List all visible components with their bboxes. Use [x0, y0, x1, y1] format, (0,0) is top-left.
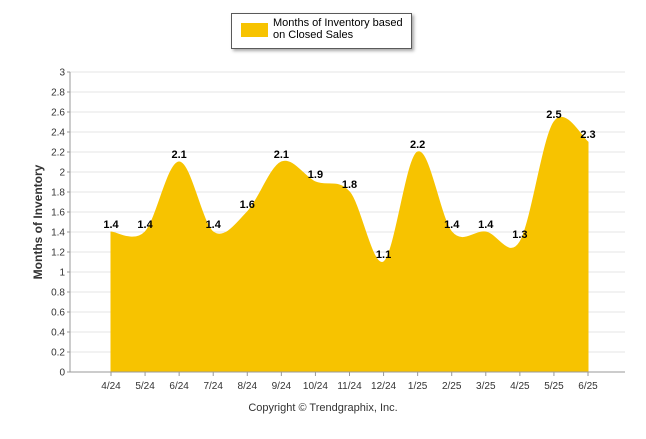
x-tick-label: 5/25	[544, 381, 564, 392]
data-label: 1.3	[512, 229, 527, 241]
axes	[67, 71, 625, 376]
x-tick-label: 6/24	[169, 381, 189, 392]
x-tick-label: 10/24	[303, 381, 328, 392]
data-label: 1.4	[478, 219, 494, 231]
data-label: 1.4	[103, 219, 119, 231]
x-tick-label: 7/24	[203, 381, 223, 392]
y-tick-label: 3	[59, 68, 65, 79]
x-tick-label: 12/24	[371, 381, 396, 392]
x-tick-label: 11/24	[337, 381, 362, 392]
y-tick-label: 0.4	[51, 328, 65, 339]
x-tick-label: 3/25	[476, 381, 496, 392]
data-label: 1.9	[308, 169, 323, 181]
y-tick-label: 1.2	[51, 248, 65, 259]
data-label: 1.6	[240, 199, 255, 211]
y-tick-labels: 0 0.2 0.4 0.6 0.8 1 1.2 1.4 1.6 1.8 2 2.2 2.4 2.6 2.8 3	[51, 68, 65, 379]
y-tick-label: 0	[59, 368, 65, 379]
y-axis-title: Months of Inventory	[31, 164, 45, 279]
y-tick-label: 1	[59, 268, 65, 279]
data-label: 2.2	[410, 139, 425, 151]
x-tick-label: 5/24	[135, 381, 155, 392]
data-label: 1.4	[137, 219, 153, 231]
x-tick-label: 2/25	[442, 381, 462, 392]
series-area	[110, 116, 589, 373]
data-label: 1.4	[206, 219, 222, 231]
x-tick-label: 4/24	[101, 381, 121, 392]
x-tick-label: 8/24	[238, 381, 258, 392]
y-tick-label: 0.2	[51, 348, 65, 359]
y-tick-label: 1.6	[51, 208, 65, 219]
x-tick-labels: 4/24 5/24 6/24 7/24 8/24 9/24 10/24 11/24 12/24 1…	[101, 381, 598, 392]
data-labels: 1.4 1.4 2.1 1.4 1.6 2.1 1.9 1.8 1.1 2.2 1.4 1.4 1.3 2…	[103, 109, 595, 261]
data-label: 2.1	[274, 149, 289, 161]
x-tick-label: 4/25	[510, 381, 530, 392]
data-label: 2.1	[171, 149, 186, 161]
data-label: 1.4	[444, 219, 460, 231]
copyright-text: Copyright © Trendgraphix, Inc.	[248, 402, 398, 414]
y-tick-label: 2.4	[51, 128, 65, 139]
x-tick-label: 1/25	[408, 381, 428, 392]
y-tick-label: 2	[59, 168, 65, 179]
data-label: 2.5	[546, 109, 561, 121]
legend: Months of Inventory based on Closed Sale…	[231, 13, 412, 49]
x-tick-label: 9/24	[272, 381, 292, 392]
y-tick-label: 1.4	[51, 228, 65, 239]
y-tick-label: 2.8	[51, 88, 65, 99]
y-tick-label: 1.8	[51, 188, 65, 199]
x-tick-label: 6/25	[578, 381, 598, 392]
data-label: 2.3	[580, 129, 595, 141]
y-tick-label: 2.2	[51, 148, 65, 159]
y-tick-label: 0.6	[51, 308, 65, 319]
data-label: 1.1	[376, 249, 391, 261]
data-label: 1.8	[342, 179, 357, 191]
y-tick-label: 2.6	[51, 108, 65, 119]
y-tick-label: 0.8	[51, 288, 65, 299]
legend-label: Months of Inventory based on Closed Sale…	[273, 17, 403, 41]
legend-swatch	[241, 23, 268, 37]
